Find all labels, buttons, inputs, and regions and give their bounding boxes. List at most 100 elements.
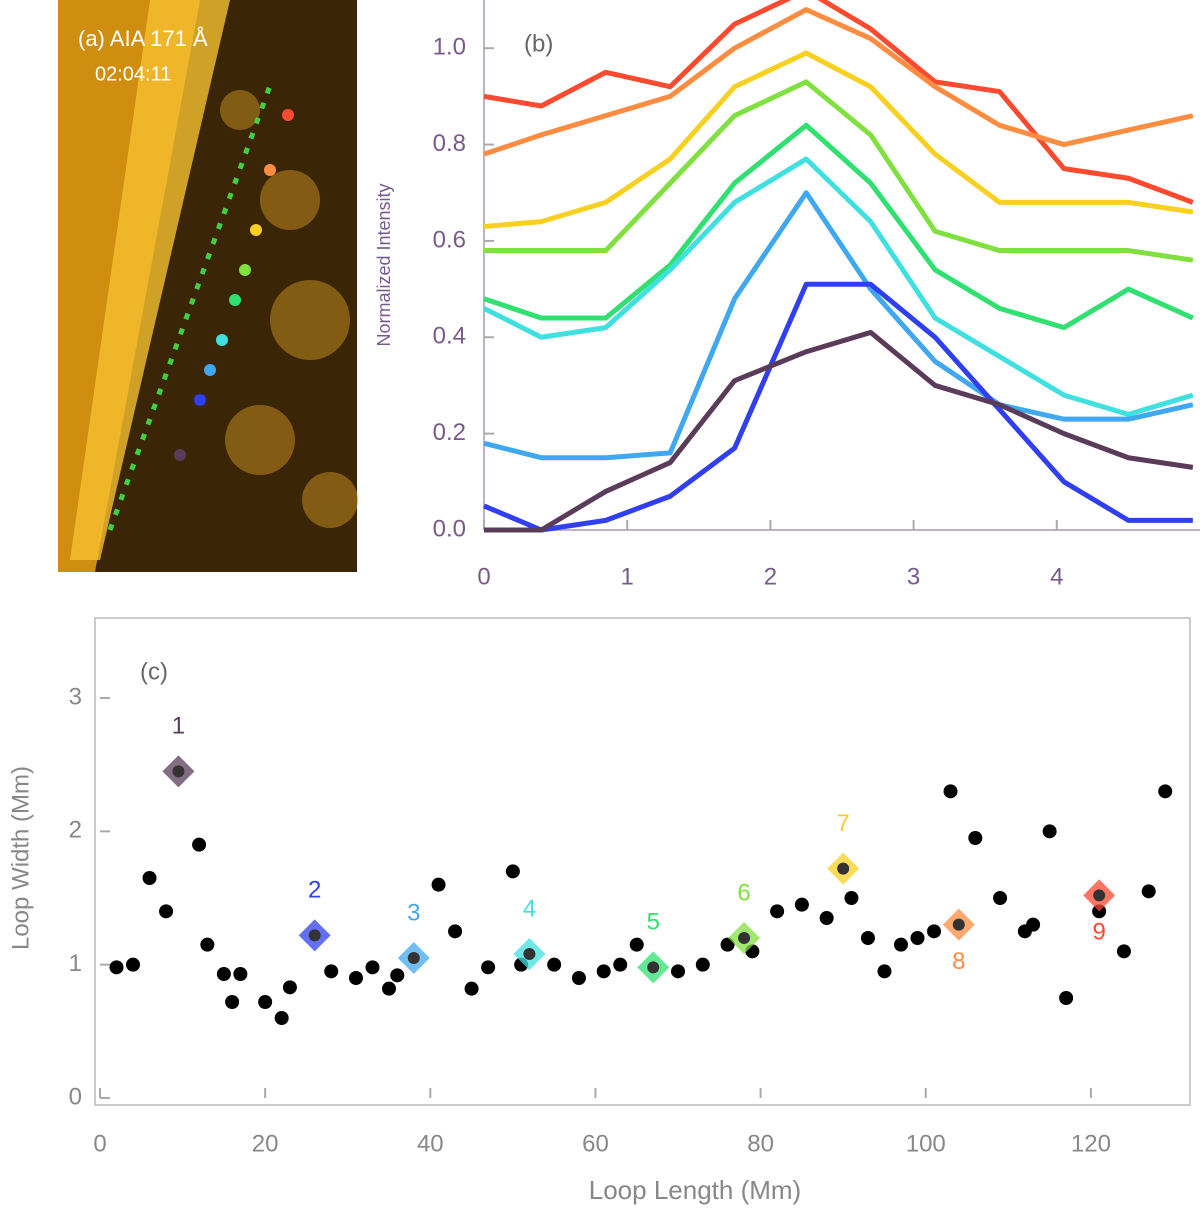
highlight-core xyxy=(647,961,660,974)
scatter-point xyxy=(159,904,174,919)
panel-a: (a) AIA 171 Å 02:04:11 xyxy=(58,0,358,572)
point-label: 8 xyxy=(952,948,965,975)
scatter-point xyxy=(844,891,859,905)
y-tick-label: 0.4 xyxy=(433,323,466,350)
scatter-point xyxy=(192,837,207,852)
point-label: 6 xyxy=(737,879,750,906)
point-label: 3 xyxy=(407,899,420,926)
point-label: 5 xyxy=(647,909,660,936)
slice-markers xyxy=(174,109,294,461)
scatter-point xyxy=(794,897,809,912)
x-tick-label: 120 xyxy=(1071,1130,1111,1157)
scatter-point xyxy=(819,911,834,925)
highlight-core xyxy=(738,932,751,944)
scatter-point xyxy=(464,981,479,996)
scatter-point xyxy=(860,931,875,945)
data-line xyxy=(484,329,1194,533)
x-tick-label: 3 xyxy=(907,563,920,590)
x-tick-label: 0 xyxy=(477,563,490,590)
highlight-core xyxy=(308,929,321,942)
data-line xyxy=(483,281,1193,533)
highlight-core xyxy=(407,952,420,964)
y-tick-label: 0.0 xyxy=(433,515,466,542)
panel-title: (c) xyxy=(140,658,168,685)
x-tick-label: 80 xyxy=(747,1130,774,1157)
y-tick-label: 0.2 xyxy=(433,419,466,446)
highlight-core xyxy=(1093,889,1106,902)
scatter-point xyxy=(233,967,248,981)
scatter-point xyxy=(1158,784,1173,799)
data-line xyxy=(483,0,1194,205)
y-tick-label: 0 xyxy=(69,1083,82,1110)
scatter-point xyxy=(126,957,141,972)
x-tick-label: 4 xyxy=(1050,563,1063,590)
point-label: 9 xyxy=(1092,919,1105,946)
y-axis-label: Normalized Intensity xyxy=(374,183,394,346)
x-axis-label: Loop Length (Mm) xyxy=(589,1175,801,1205)
point-label: 2 xyxy=(308,877,321,904)
scatter-point xyxy=(142,871,157,885)
scatter-point xyxy=(1042,824,1057,839)
scatter-point xyxy=(109,960,124,975)
image-time: 02:04:11 xyxy=(95,63,171,85)
x-tick-label: 60 xyxy=(582,1130,609,1157)
bright-beam xyxy=(70,0,230,560)
scatter-point xyxy=(324,964,339,979)
scatter-point xyxy=(274,1011,289,1025)
scatter-point xyxy=(770,904,785,919)
scatter-point xyxy=(695,957,710,972)
highlight-core xyxy=(523,948,536,960)
image-label: (a) AIA 171 Å xyxy=(78,26,208,51)
scatter-point xyxy=(382,981,397,996)
scatter-point xyxy=(282,980,297,995)
scatter-point xyxy=(910,931,925,945)
scatter-point xyxy=(596,964,611,979)
data-line xyxy=(483,50,1194,229)
scatter-point xyxy=(1026,917,1041,932)
scatter-point xyxy=(448,924,463,939)
scatter-point xyxy=(390,968,405,983)
data-line xyxy=(482,156,1194,417)
scatter-point xyxy=(993,891,1008,905)
plot-frame xyxy=(94,617,1191,1106)
scatter-point xyxy=(671,964,686,979)
scatter-point xyxy=(893,937,908,952)
point-label: 4 xyxy=(523,895,536,922)
data-line xyxy=(483,190,1194,461)
data-line xyxy=(483,122,1194,331)
x-tick-label: 0 xyxy=(93,1130,106,1157)
scatter-point xyxy=(431,877,446,892)
y-tick-label: 2 xyxy=(69,817,82,844)
point-label: 1 xyxy=(172,713,185,740)
scatter-point xyxy=(927,924,942,939)
y-tick-label: 0.6 xyxy=(433,226,466,253)
y-tick-label: 1 xyxy=(69,950,82,977)
scatter-point xyxy=(216,967,231,981)
scatter-point xyxy=(481,960,496,975)
data-line xyxy=(484,79,1194,263)
scatter-point xyxy=(1116,944,1131,959)
scatter-point xyxy=(1059,991,1074,1005)
highlight-core xyxy=(837,862,850,875)
scatter-point xyxy=(258,995,273,1009)
point-label: 7 xyxy=(837,810,850,837)
scatter-point xyxy=(348,971,363,985)
y-tick-label: 1.0 xyxy=(433,34,466,61)
scatter-point xyxy=(720,937,735,952)
data-line xyxy=(483,7,1194,157)
highlight-core xyxy=(172,765,185,778)
y-axis-label: Loop Width (Mm) xyxy=(7,766,34,950)
panel-title: (b) xyxy=(524,30,553,57)
scatter-point xyxy=(613,957,628,972)
scatter-point xyxy=(877,964,892,979)
scatter-point xyxy=(968,831,983,845)
y-tick-label: 0.8 xyxy=(433,130,466,157)
scatter-point xyxy=(547,957,562,972)
y-tick-label: 3 xyxy=(69,683,82,710)
x-tick-label: 1 xyxy=(621,563,634,590)
x-tick-label: 40 xyxy=(417,1130,444,1157)
scatter-point xyxy=(225,995,240,1009)
scatter-point xyxy=(365,960,380,975)
scatter-point xyxy=(1141,884,1156,899)
